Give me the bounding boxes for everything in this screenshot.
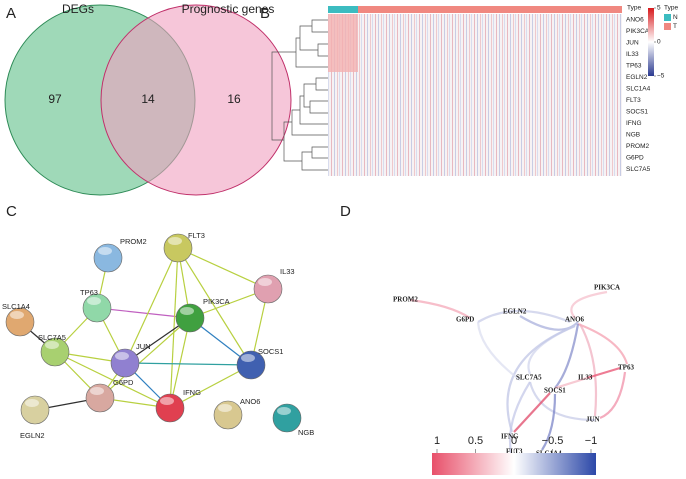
network-edge: [99, 317, 191, 399]
node-label: SOCS1: [544, 387, 566, 395]
node-highlight: [180, 307, 194, 315]
node-highlight: [258, 278, 272, 286]
node-label: FLT3: [188, 231, 205, 240]
type-bar: [328, 6, 358, 13]
legend-swatch: [664, 23, 671, 30]
legend-title: Type: [664, 5, 678, 12]
node-label: SLC1A4: [2, 302, 30, 311]
network-edge: [124, 362, 252, 366]
gene-label: SLC1A4: [626, 86, 651, 93]
network-edge: [177, 247, 269, 290]
node-label: IL33: [578, 374, 593, 382]
node-highlight: [45, 341, 59, 349]
network-edge: [124, 247, 179, 364]
node-label: EGLN2: [20, 431, 45, 440]
node-label: IFNG: [501, 433, 519, 441]
scale-tick-label: 5: [657, 5, 661, 12]
node-highlight: [98, 247, 112, 255]
node-label: EGLN2: [503, 308, 527, 316]
gene-label: FLT3: [626, 97, 641, 104]
gene-label: PIK3CA: [626, 28, 650, 35]
node-label: TP63: [618, 364, 634, 372]
node-label: IL33: [280, 267, 295, 276]
gene-label: SLC7A5: [626, 166, 651, 173]
venn-circle: [100, 4, 292, 196]
node-highlight: [90, 387, 104, 395]
network-edge: [169, 317, 191, 409]
color-scale: [432, 453, 596, 475]
scale-tick-label: −0.5: [542, 435, 564, 447]
count: 16: [227, 92, 241, 106]
color-scale: [648, 8, 654, 76]
panel-label: D: [340, 203, 351, 220]
gene-label: G6PD: [626, 155, 644, 162]
legend-swatch: [664, 14, 671, 21]
node-label: SLC7A5: [516, 374, 542, 382]
panel-label: A: [6, 5, 16, 22]
dendrogram: [271, 19, 328, 171]
scale-tick-label: 1: [434, 435, 440, 447]
node-label: PIK3CA: [594, 284, 620, 292]
node-label: PIK3CA: [203, 297, 230, 306]
gene-label: ANO6: [626, 17, 644, 24]
node-label: ANO6: [565, 316, 585, 324]
node-label: SOCS1: [258, 347, 283, 356]
set-label: DEGs: [62, 2, 94, 16]
node-highlight: [10, 311, 24, 319]
node-highlight: [25, 399, 39, 407]
node-label: ANO6: [240, 397, 260, 406]
gene-label: SOCS1: [626, 109, 648, 116]
type-bar: [358, 6, 622, 13]
network-edge: [177, 247, 252, 366]
count: 97: [48, 92, 62, 106]
count: 14: [141, 92, 155, 106]
scale-tick-label: 0: [511, 435, 517, 447]
gene-label: NGB: [626, 132, 640, 139]
panel-label: C: [6, 203, 17, 220]
node-label: JUN: [586, 416, 600, 424]
network-edge: [169, 247, 179, 409]
node-label: PROM2: [393, 296, 418, 304]
panel-label: B: [260, 5, 270, 22]
gene-label: TP63: [626, 63, 642, 70]
node-label: G6PD: [113, 378, 134, 387]
set-label: Prognostic genes: [182, 2, 275, 16]
gene-label: PROM2: [626, 143, 650, 150]
node-highlight: [241, 354, 255, 362]
node-highlight: [277, 407, 291, 415]
scale-tick-label: 0.5: [468, 435, 483, 447]
gene-label: IL33: [626, 51, 639, 58]
scale-tick-label: −5: [657, 73, 665, 80]
node-highlight: [218, 404, 232, 412]
node-label: JUN: [136, 342, 151, 351]
node-label: FLT3: [506, 448, 523, 456]
network-edge: [54, 351, 171, 409]
network-edges: [409, 290, 629, 468]
gene-label: EGLN2: [626, 74, 648, 81]
heatmap-block: [328, 14, 358, 72]
node-highlight: [168, 237, 182, 245]
heatmap: [328, 14, 622, 176]
scale-tick-label: −1: [585, 435, 598, 447]
node-label: TP63: [80, 288, 98, 297]
scale-tick-label: 0: [657, 39, 661, 46]
node-highlight: [87, 297, 101, 305]
node-label: IFNG: [183, 388, 201, 397]
node-label: NGB: [298, 428, 314, 437]
node-label: SLC7A5: [38, 333, 66, 342]
type-label: Type: [627, 5, 641, 12]
legend-label: N: [673, 14, 678, 21]
gene-label: IFNG: [626, 120, 642, 127]
node-highlight: [160, 397, 174, 405]
network-edge: [169, 364, 252, 409]
node-label: PROM2: [120, 237, 147, 246]
node-label: G6PD: [456, 316, 474, 324]
node-highlight: [115, 352, 129, 360]
legend-label: T: [673, 23, 677, 30]
gene-label: JUN: [626, 40, 639, 47]
